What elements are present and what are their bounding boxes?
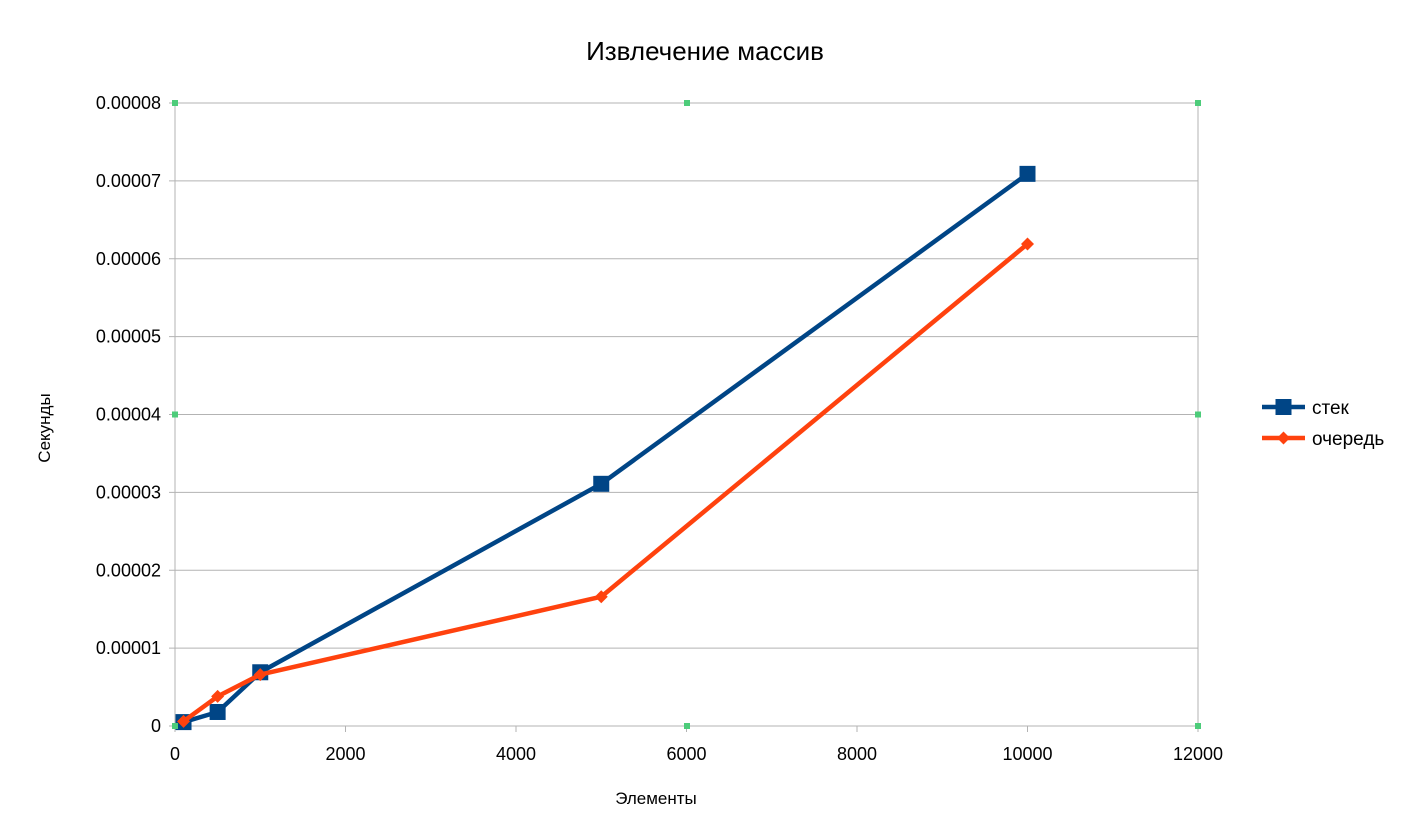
- data-point: [209, 703, 226, 720]
- y-tick-label: 0.00003: [96, 482, 161, 502]
- legend-swatch-marker: [1275, 399, 1292, 415]
- grid: [169, 102, 1199, 732]
- legend-label: очередь: [1312, 429, 1384, 450]
- y-tick-label: 0: [151, 716, 161, 736]
- data-point: [253, 668, 267, 682]
- selection-handles: [172, 100, 1201, 729]
- x-axis-title: Элементы: [615, 789, 697, 808]
- x-tick-label: 4000: [496, 744, 536, 764]
- legend-entry: стек: [1262, 398, 1350, 419]
- x-tick-label: 8000: [837, 744, 877, 764]
- selection-handle: [172, 100, 178, 106]
- y-tick-label: 0.00005: [96, 327, 161, 347]
- x-tick-label: 6000: [666, 744, 706, 764]
- x-tick-label: 2000: [325, 744, 365, 764]
- chart-title: Извлечение массив: [586, 36, 824, 66]
- selection-handle: [172, 411, 178, 418]
- selection-handle: [684, 100, 690, 106]
- legend-label: стек: [1312, 398, 1350, 419]
- data-point: [211, 689, 225, 703]
- x-tick-label: 10000: [1002, 744, 1052, 764]
- series-layer: [175, 165, 1036, 731]
- y-tick-label: 0.00002: [96, 560, 161, 580]
- y-tick-label: 0.00006: [96, 249, 161, 269]
- selection-handle: [1195, 100, 1201, 106]
- series-2: [177, 237, 1034, 728]
- selection-handle: [1195, 723, 1201, 729]
- selection-handle: [172, 723, 178, 729]
- data-point: [594, 590, 608, 604]
- x-tick-label: 12000: [1173, 744, 1223, 764]
- data-point: [1019, 165, 1036, 182]
- x-axis-ticks: 0 2000 4000 6000 8000 10000 12000: [170, 744, 1223, 764]
- x-tick-label: 0: [170, 744, 180, 764]
- legend-swatch-marker: [1277, 431, 1290, 445]
- y-tick-label: 0.00004: [96, 405, 161, 425]
- data-point: [1021, 237, 1034, 251]
- y-axis-title: Секунды: [35, 393, 54, 462]
- data-point: [593, 475, 610, 492]
- legend-entry: очередь: [1262, 429, 1384, 450]
- selection-handle: [684, 723, 690, 729]
- y-axis-ticks: 0 0.00001 0.00002 0.00003 0.00004 0.00005 0.00…: [96, 93, 161, 736]
- y-tick-label: 0.00007: [96, 171, 161, 191]
- y-tick-label: 0.00008: [96, 93, 161, 113]
- y-tick-label: 0.00001: [96, 638, 161, 658]
- data-point: [177, 714, 191, 728]
- legend: стек очередь: [1262, 398, 1384, 450]
- selection-handle: [1195, 411, 1201, 418]
